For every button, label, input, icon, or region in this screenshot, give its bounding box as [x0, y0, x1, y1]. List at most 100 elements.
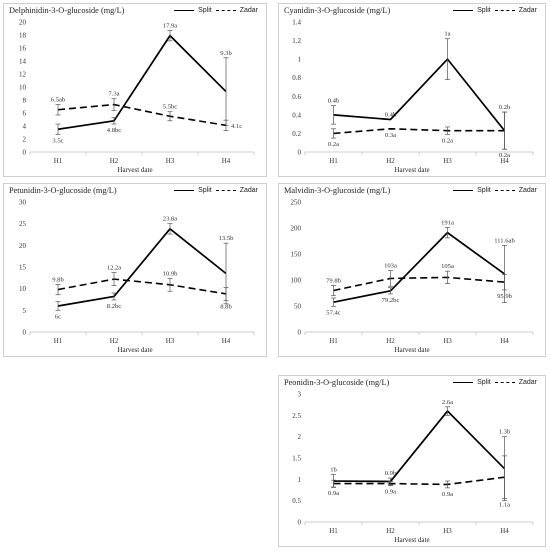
error-bar	[167, 111, 173, 122]
data-label: 9.3b	[220, 50, 232, 57]
error-bar	[111, 98, 117, 111]
data-label: 79.8b	[326, 277, 342, 284]
x-tick-label: H2	[110, 157, 119, 165]
y-tick-label: 8	[23, 97, 27, 105]
x-tick-label: H3	[443, 527, 452, 535]
x-tick-label: H3	[443, 157, 452, 165]
legend-swatch-split	[453, 10, 474, 11]
x-tick-label: H4	[500, 527, 509, 535]
y-tick-label: 30	[19, 199, 27, 207]
y-tick-label: 100	[291, 277, 302, 285]
series-line-zadar	[57, 278, 227, 295]
y-tick-label: 1	[298, 56, 302, 64]
data-label: 0.9a	[442, 491, 453, 498]
x-axis-label: Harvest date	[394, 346, 430, 354]
error-bar	[502, 455, 507, 499]
x-axis-label: Harvest date	[394, 536, 430, 544]
series-line-zadar	[333, 476, 505, 486]
series-line-zadar	[57, 103, 227, 127]
error-bar	[502, 111, 507, 150]
chart-legend: Split Zadar	[174, 7, 258, 14]
error-bar	[55, 123, 61, 135]
data-label: 1.3b	[499, 429, 511, 436]
error-bar	[445, 406, 450, 416]
series-line-zadar	[333, 127, 505, 135]
data-label: 0.4b	[328, 98, 340, 105]
y-tick-label: 2	[23, 136, 27, 144]
legend-label-zadar: Zadar	[518, 187, 537, 194]
legend-label-split: Split	[477, 187, 491, 194]
chart-legend: Split Zadar	[453, 187, 537, 194]
chart-title: Peonidin-3-O-glucoside (mg/L)	[284, 378, 390, 387]
data-label: 79.2bc	[382, 297, 400, 304]
data-label: 8.8b	[220, 303, 232, 310]
legend-swatch-zadar	[494, 190, 515, 191]
error-bar	[331, 284, 336, 297]
data-label: 0.2a	[499, 152, 510, 159]
error-bar	[331, 128, 336, 139]
series-line-split	[57, 34, 227, 131]
y-tick-label: 0.2	[292, 130, 301, 138]
cyanidin-panel: Cyanidin-3-O-glucoside (mg/L) Split Zadar H…	[278, 3, 546, 177]
y-tick-label: 25	[19, 220, 27, 228]
y-tick-label: 20	[19, 19, 27, 27]
y-tick-label: 250	[291, 199, 302, 207]
error-bar	[331, 479, 336, 488]
chart-plot: 0 5 10 15 20 25 30 H1 H2 H3 H4 6c 8.2bc 23.8a 13.5b 9.8…	[19, 199, 255, 345]
legend-label-split: Split	[477, 379, 491, 386]
x-tick-label: H4	[222, 337, 231, 345]
error-bar	[502, 273, 507, 291]
legend-label-split: Split	[198, 187, 212, 194]
chart-title: Malvidin-3-O-glucoside (mg/L)	[284, 186, 391, 195]
y-tick-label: 0.8	[292, 74, 301, 82]
y-tick-label: 2	[298, 433, 302, 441]
data-label: 95.9b	[497, 293, 513, 300]
legend-label-zadar: Zadar	[239, 7, 258, 14]
y-tick-label: 12	[19, 71, 27, 79]
y-tick-label: 200	[291, 225, 302, 233]
data-label: 0.4b	[385, 112, 397, 119]
error-bar	[167, 30, 173, 42]
error-bar	[111, 272, 117, 286]
data-label: 57.4c	[326, 309, 341, 316]
series-line-split	[57, 227, 227, 307]
error-bar	[223, 57, 229, 126]
y-tick-label: 1	[298, 476, 302, 484]
legend-swatch-split	[453, 190, 474, 191]
malvidin-panel: Malvidin-3-O-glucoside (mg/L) Split Zadar H…	[278, 183, 546, 357]
y-tick-label: 18	[19, 32, 27, 40]
y-tick-label: 20	[19, 242, 27, 250]
y-tick-label: 4	[23, 123, 27, 131]
legend-label-split: Split	[198, 7, 212, 14]
y-tick-label: 1.4	[292, 19, 301, 27]
y-tick-label: 0	[23, 149, 27, 157]
x-tick-label: H3	[166, 337, 175, 345]
error-bar	[388, 287, 393, 295]
data-label: 2.6a	[442, 399, 453, 406]
data-label: 17.9a	[163, 22, 178, 29]
legend-label-zadar: Zadar	[518, 7, 537, 14]
data-label: 191a	[441, 219, 454, 226]
error-bar	[445, 227, 450, 239]
y-tick-label: 16	[19, 45, 27, 53]
x-tick-label: H1	[329, 337, 338, 345]
y-tick-label: 3	[298, 391, 302, 399]
error-bar	[388, 481, 393, 487]
delphinidin-panel: Delphinidin-3-O-glucoside (mg/L) Split Zad…	[3, 3, 267, 177]
data-label: 6c	[55, 313, 61, 320]
x-tick-label: H2	[110, 337, 119, 345]
data-label: 1a	[444, 31, 450, 38]
legend-swatch-split	[174, 10, 195, 11]
chart-legend: Split Zadar	[174, 187, 258, 194]
y-tick-label: 5	[23, 307, 27, 315]
data-label: 7.3a	[108, 91, 119, 98]
data-label: 23.8a	[163, 216, 178, 223]
error-bar	[55, 283, 61, 296]
chart-legend: Split Zadar	[453, 7, 537, 14]
x-tick-label: H1	[329, 157, 338, 165]
error-bar	[167, 277, 173, 292]
y-tick-label: 0.6	[292, 93, 301, 101]
data-label: 3.5c	[52, 137, 63, 144]
data-label: 0.9a	[328, 490, 339, 497]
chart-title: Cyanidin-3-O-glucoside (mg/L)	[284, 6, 391, 15]
